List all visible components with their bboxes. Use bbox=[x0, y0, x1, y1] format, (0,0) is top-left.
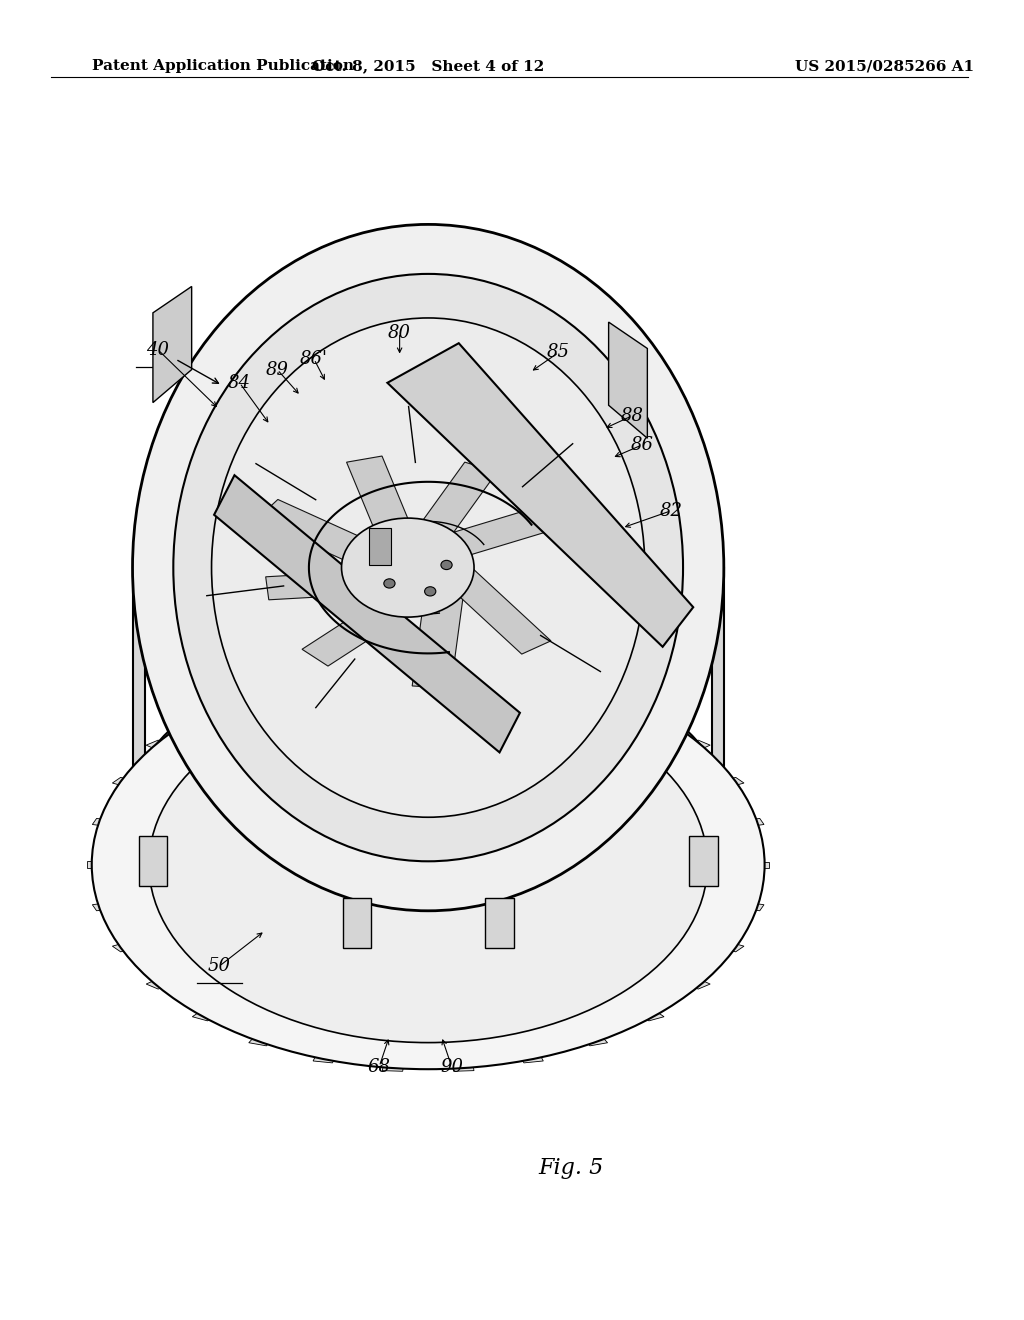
Polygon shape bbox=[712, 568, 724, 805]
Text: Fig. 5: Fig. 5 bbox=[539, 1158, 603, 1179]
Text: 50: 50 bbox=[208, 957, 230, 975]
Ellipse shape bbox=[212, 318, 645, 817]
Ellipse shape bbox=[342, 517, 474, 616]
Ellipse shape bbox=[148, 686, 708, 1043]
Polygon shape bbox=[639, 709, 664, 719]
Polygon shape bbox=[608, 322, 647, 438]
Polygon shape bbox=[193, 709, 217, 719]
Polygon shape bbox=[382, 657, 404, 668]
Polygon shape bbox=[519, 667, 544, 677]
Polygon shape bbox=[92, 818, 111, 826]
Text: 68: 68 bbox=[368, 1057, 391, 1076]
Polygon shape bbox=[343, 898, 371, 948]
Ellipse shape bbox=[441, 560, 453, 570]
Polygon shape bbox=[193, 1010, 217, 1020]
Polygon shape bbox=[249, 684, 273, 694]
Polygon shape bbox=[689, 836, 718, 886]
Polygon shape bbox=[413, 554, 469, 688]
Ellipse shape bbox=[425, 586, 436, 597]
Polygon shape bbox=[686, 978, 711, 989]
Text: US 2015/0285266 A1: US 2015/0285266 A1 bbox=[796, 59, 974, 74]
Polygon shape bbox=[249, 1035, 273, 1045]
Polygon shape bbox=[453, 657, 474, 668]
Polygon shape bbox=[485, 898, 514, 948]
Polygon shape bbox=[519, 1052, 544, 1063]
Polygon shape bbox=[745, 903, 764, 911]
Polygon shape bbox=[722, 942, 744, 952]
Polygon shape bbox=[745, 818, 764, 826]
Polygon shape bbox=[346, 455, 432, 583]
Polygon shape bbox=[92, 903, 111, 911]
Polygon shape bbox=[417, 544, 551, 655]
Polygon shape bbox=[153, 286, 191, 403]
Polygon shape bbox=[393, 495, 595, 573]
Polygon shape bbox=[313, 667, 337, 677]
Text: 90: 90 bbox=[440, 1057, 463, 1076]
Text: 80: 80 bbox=[388, 323, 411, 342]
Ellipse shape bbox=[173, 273, 683, 861]
Polygon shape bbox=[313, 1052, 337, 1063]
Polygon shape bbox=[214, 475, 520, 752]
Polygon shape bbox=[132, 568, 144, 805]
Polygon shape bbox=[138, 836, 167, 886]
Polygon shape bbox=[639, 1010, 664, 1020]
Text: 86': 86' bbox=[300, 350, 328, 368]
Ellipse shape bbox=[92, 660, 765, 1069]
Polygon shape bbox=[583, 1035, 607, 1045]
Polygon shape bbox=[146, 978, 170, 989]
Polygon shape bbox=[387, 343, 693, 647]
Text: 88: 88 bbox=[621, 407, 643, 425]
Polygon shape bbox=[302, 561, 465, 667]
Text: 82: 82 bbox=[659, 502, 682, 520]
Ellipse shape bbox=[132, 651, 724, 960]
Polygon shape bbox=[755, 862, 769, 867]
Polygon shape bbox=[583, 684, 607, 694]
Polygon shape bbox=[369, 528, 391, 565]
Polygon shape bbox=[146, 741, 170, 751]
Polygon shape bbox=[265, 566, 452, 599]
Text: Oct. 8, 2015   Sheet 4 of 12: Oct. 8, 2015 Sheet 4 of 12 bbox=[312, 59, 545, 74]
Polygon shape bbox=[113, 942, 134, 952]
Text: 86: 86 bbox=[631, 436, 653, 454]
Text: 89: 89 bbox=[266, 360, 289, 379]
Polygon shape bbox=[382, 1061, 404, 1072]
Ellipse shape bbox=[132, 224, 724, 911]
Polygon shape bbox=[387, 462, 497, 579]
Polygon shape bbox=[113, 777, 134, 787]
Polygon shape bbox=[686, 741, 711, 751]
Polygon shape bbox=[87, 862, 101, 867]
Polygon shape bbox=[256, 499, 444, 595]
Polygon shape bbox=[722, 777, 744, 787]
Text: Patent Application Publication: Patent Application Publication bbox=[92, 59, 353, 74]
Text: 85: 85 bbox=[547, 343, 570, 362]
Ellipse shape bbox=[384, 578, 395, 589]
Polygon shape bbox=[453, 1061, 474, 1072]
Text: 40: 40 bbox=[146, 341, 170, 359]
Text: 84: 84 bbox=[228, 374, 251, 392]
